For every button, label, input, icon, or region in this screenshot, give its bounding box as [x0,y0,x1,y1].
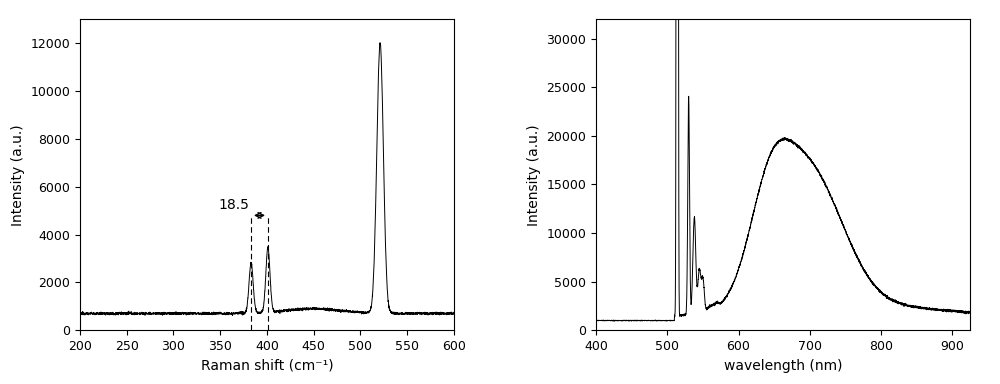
X-axis label: wavelength (nm): wavelength (nm) [724,359,842,372]
Y-axis label: Intensity (a.u.): Intensity (a.u.) [527,124,541,225]
Text: 18.5: 18.5 [218,198,249,212]
Y-axis label: Intensity (a.u.): Intensity (a.u.) [11,124,25,225]
X-axis label: Raman shift (cm⁻¹): Raman shift (cm⁻¹) [201,359,333,372]
